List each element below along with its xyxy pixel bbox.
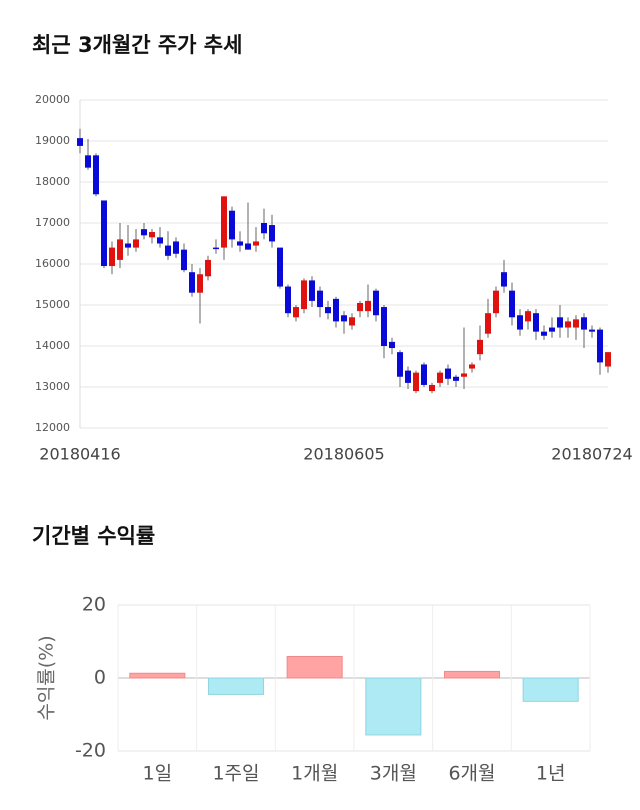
y-tick-label: 17000 — [35, 216, 70, 229]
candle-body — [285, 286, 291, 314]
x-tick-label: 1일 — [143, 763, 173, 785]
x-tick-label: 3개월 — [370, 763, 417, 785]
candle-body — [189, 272, 195, 293]
candle-body — [333, 298, 339, 322]
candle-body — [381, 307, 387, 346]
candle-body — [149, 232, 155, 238]
candle-body — [517, 315, 523, 330]
bar — [207, 677, 265, 695]
candle-body — [173, 241, 179, 254]
candle-body — [413, 372, 419, 392]
candle-body — [581, 317, 587, 330]
chart-title: 기간별 수익률 — [32, 524, 155, 548]
y-axis-label: 수익률(%) — [36, 635, 58, 720]
candle-body — [485, 313, 491, 334]
bar — [522, 677, 579, 702]
y-tick-label: 14000 — [35, 339, 70, 352]
candle-body — [197, 274, 203, 293]
candle-body — [245, 243, 251, 250]
candle-body — [565, 321, 571, 328]
candle-body — [509, 290, 515, 318]
candle-body — [141, 229, 147, 236]
candle-body — [93, 155, 99, 195]
candle-body — [117, 239, 123, 260]
bar — [129, 672, 186, 679]
y-tick-label: 12000 — [35, 421, 70, 434]
y-tick-label: 19000 — [35, 134, 70, 147]
candle-body — [125, 243, 131, 248]
bar — [286, 655, 343, 679]
candle-body — [549, 327, 555, 332]
candle-body — [261, 223, 267, 234]
candle-body — [453, 376, 459, 381]
candle-body — [421, 364, 427, 385]
candle-body — [605, 352, 611, 367]
candle-body — [309, 280, 315, 301]
candle-body — [213, 247, 219, 250]
y-tick-label: 13000 — [35, 380, 70, 393]
candle-body — [229, 210, 235, 240]
chart-title: 최근 3개월간 주가 추세 — [32, 33, 242, 57]
candle-body — [477, 339, 483, 355]
x-tick-label: 20180605 — [303, 445, 384, 464]
x-tick-label: 1개월 — [291, 763, 338, 785]
candle-body — [597, 329, 603, 363]
candle-body — [533, 313, 539, 332]
candle-body — [221, 196, 227, 248]
candle-body — [349, 317, 355, 326]
candle-body — [341, 315, 347, 322]
candle-body — [525, 311, 531, 322]
candle-body — [317, 290, 323, 308]
bar — [443, 670, 501, 679]
candle-body — [325, 307, 331, 314]
candle-body — [557, 317, 563, 328]
candle-body — [389, 341, 395, 349]
candle-body — [277, 247, 283, 287]
candle-body — [301, 280, 307, 310]
candle-body — [77, 138, 83, 146]
candle-body — [501, 272, 507, 287]
x-tick-label: 6개월 — [448, 763, 495, 785]
y-tick-label: -20 — [75, 740, 106, 762]
candle-body — [437, 372, 443, 383]
bar — [365, 677, 422, 736]
candle-body — [445, 368, 451, 379]
candle-body — [541, 331, 547, 336]
candle-body — [253, 241, 259, 246]
candle-body — [493, 290, 499, 314]
y-tick-label: 18000 — [35, 175, 70, 188]
candle-body — [589, 329, 595, 332]
x-tick-label: 20180724 — [551, 445, 632, 464]
candle-body — [293, 307, 299, 318]
candle-body — [269, 225, 275, 242]
candle-body — [469, 364, 475, 369]
candle-body — [237, 241, 243, 246]
candle-body — [101, 200, 107, 267]
candle-body — [133, 239, 139, 248]
candle-body — [405, 370, 411, 383]
candle-body — [357, 302, 363, 312]
y-tick-label: 15000 — [35, 298, 70, 311]
x-tick-label: 1주일 — [212, 763, 259, 785]
candle-body — [85, 155, 91, 168]
candle-body — [205, 259, 211, 277]
candle-body — [429, 384, 435, 392]
candle-body — [373, 290, 379, 316]
candle-body — [365, 300, 371, 312]
x-tick-label: 20180416 — [39, 445, 120, 464]
x-tick-label: 1년 — [536, 763, 566, 785]
y-tick-label: 20 — [82, 594, 106, 616]
candle-body — [109, 247, 115, 267]
candle-body — [181, 249, 187, 271]
candle-body — [573, 319, 579, 328]
candle-body — [157, 237, 163, 244]
y-tick-label: 16000 — [35, 257, 70, 270]
y-tick-label: 0 — [94, 667, 106, 689]
candle-body — [461, 373, 467, 377]
y-tick-label: 20000 — [35, 93, 70, 106]
candle-body — [397, 352, 403, 377]
candle-body — [165, 245, 171, 256]
